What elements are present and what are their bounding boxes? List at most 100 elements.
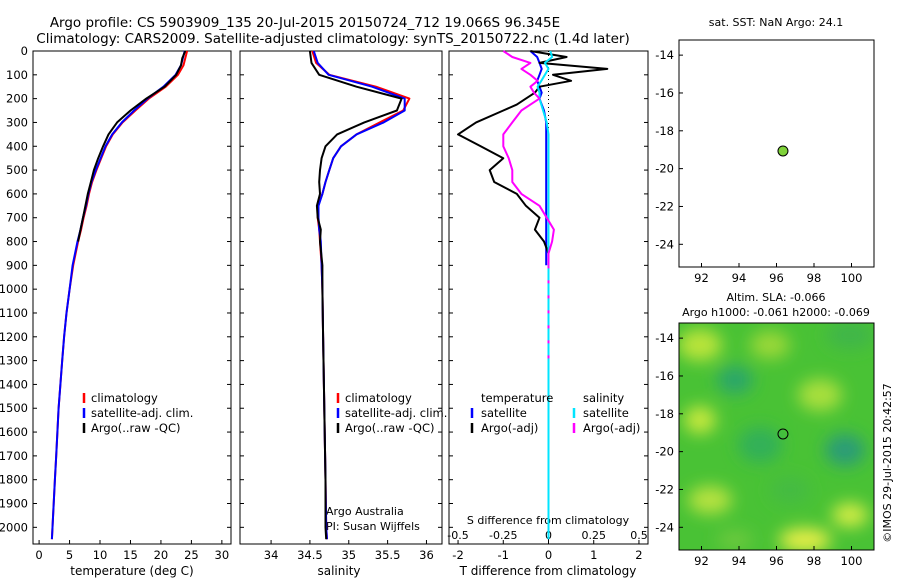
legend-label: satellite: [583, 406, 629, 420]
argo-position-marker: [777, 428, 789, 440]
sla-map-title-2: Argo h1000: -0.061 h2000: -0.069: [682, 306, 870, 319]
depth-tick-label: 0: [21, 44, 28, 58]
depth-tick-label: 1500: [0, 401, 28, 415]
depth-tick-label: 1400: [0, 377, 28, 391]
difference-line: [529, 50, 548, 266]
depth-tick-label: 2000: [0, 520, 28, 534]
title-line-1: Argo profile: CS 5903909_135 20-Jul-2015…: [50, 15, 560, 31]
xtick-label: 34: [264, 548, 279, 562]
xtick-label: 0: [545, 548, 552, 562]
map-ytick-label: -16: [655, 86, 674, 100]
argo-position-marker: [777, 145, 789, 157]
legend-label: Argo(..raw -QC): [91, 421, 181, 435]
depth-tick-label: 100: [6, 68, 28, 82]
annotation-pi: PI: Susan Wijffels: [326, 520, 420, 533]
legend-label: satellite-adj. clim.: [345, 406, 447, 420]
map-xtick-label: 94: [732, 554, 747, 568]
xtick-label: -2: [452, 548, 463, 562]
map-ytick-label: -18: [655, 124, 674, 138]
map-ytick-label: -22: [655, 482, 674, 496]
xtick-label: 15: [123, 548, 138, 562]
map-ytick-label: -14: [655, 48, 674, 62]
depth-tick-label: 1000: [0, 282, 28, 296]
legend-label: climatology: [91, 391, 158, 405]
salinity-argo-line: [308, 50, 403, 540]
depth-tick-label: 1900: [0, 497, 28, 511]
difference-xlabel: T difference from climatology: [459, 564, 637, 578]
x2tick-label: 0.5: [630, 529, 648, 542]
depth-tick-label: 1200: [0, 330, 28, 344]
x2tick-label: 0.25: [581, 529, 606, 542]
depth-tick-label: 1300: [0, 354, 28, 368]
depth-tick-label: 200: [6, 92, 28, 106]
sst-map-title: sat. SST: NaN Argo: 24.1: [709, 16, 843, 29]
map-xtick-label: 92: [694, 554, 709, 568]
map-ytick-label: -24: [655, 520, 674, 534]
salinity-panel: [239, 50, 443, 545]
xtick-label: 2: [635, 548, 642, 562]
depth-tick-label: 1100: [0, 306, 28, 320]
imos-credit: ©IMOS 29-Jul-2015 20:42:57: [881, 383, 894, 543]
salinity-xlabel: salinity: [317, 564, 360, 578]
map-xtick-label: 96: [769, 271, 784, 285]
xtick-label: 20: [154, 548, 169, 562]
map-xtick-label: 100: [841, 554, 863, 568]
map-ytick-label: -14: [655, 331, 674, 345]
map-xtick-label: 94: [732, 271, 747, 285]
data-series: [50, 50, 609, 544]
depth-tick-label: 700: [6, 211, 28, 225]
map-xtick-label: 92: [694, 271, 709, 285]
legend-label: satellite-adj. clim.: [91, 406, 193, 420]
map-xtick-label: 96: [769, 554, 784, 568]
xtick-label: 30: [215, 548, 230, 562]
map-ytick-label: -16: [655, 369, 674, 383]
depth-tick-label: 1800: [0, 473, 28, 487]
temperature-argo-line: [77, 50, 187, 242]
sla-map-title-1: Altim. SLA: -0.066: [726, 291, 825, 304]
legend-label: satellite: [481, 406, 527, 420]
map-ytick-label: -20: [655, 445, 674, 459]
depth-tick-label: 800: [6, 235, 28, 249]
legend-label: Argo(-adj): [583, 421, 640, 435]
axis-ticks: 0100200300400500600700800900100011001200…: [0, 44, 862, 568]
legend-label: Argo(-adj): [481, 421, 538, 435]
legend-label: climatology: [345, 391, 412, 405]
xtick-label: 0: [35, 548, 42, 562]
xtick-label: 1: [590, 548, 597, 562]
depth-tick-label: 500: [6, 163, 28, 177]
annotation-argo-australia: Argo Australia: [326, 505, 404, 518]
map-xtick-label: 100: [841, 271, 863, 285]
map-xtick-label: 98: [807, 554, 822, 568]
map-ytick-label: -20: [655, 162, 674, 176]
x2tick-label: -0.5: [447, 529, 468, 542]
xtick-label: 36: [419, 548, 434, 562]
depth-tick-label: 1600: [0, 425, 28, 439]
title-line-2: Climatology: CARS2009. Satellite-adjuste…: [36, 31, 629, 47]
xtick-label: -1: [498, 548, 509, 562]
x2tick-label: -0.25: [489, 529, 517, 542]
sst-map-panel: [678, 39, 875, 268]
temperature-panel: [32, 50, 232, 545]
xtick-label: 35: [341, 548, 356, 562]
map-xtick-label: 98: [807, 271, 822, 285]
map-ytick-label: -24: [655, 237, 674, 251]
legend-label: salinity: [583, 391, 624, 405]
depth-tick-label: 600: [6, 187, 28, 201]
depth-tick-label: 400: [6, 139, 28, 153]
xtick-label: 5: [66, 548, 73, 562]
difference-line: [502, 50, 555, 266]
map-ytick-label: -18: [655, 407, 674, 421]
legend-label: temperature: [481, 391, 553, 405]
map-markers: [777, 145, 789, 440]
xtick-label: 34.5: [297, 548, 323, 562]
difference-line: [457, 50, 609, 266]
depth-tick-label: 1700: [0, 449, 28, 463]
xtick-label: 25: [184, 548, 199, 562]
xtick-label: 10: [93, 548, 108, 562]
depth-tick-label: 300: [6, 115, 28, 129]
depth-tick-label: 900: [6, 258, 28, 272]
sla-heatmap: [679, 323, 874, 550]
legend-label: Argo(..raw -QC): [345, 421, 435, 435]
